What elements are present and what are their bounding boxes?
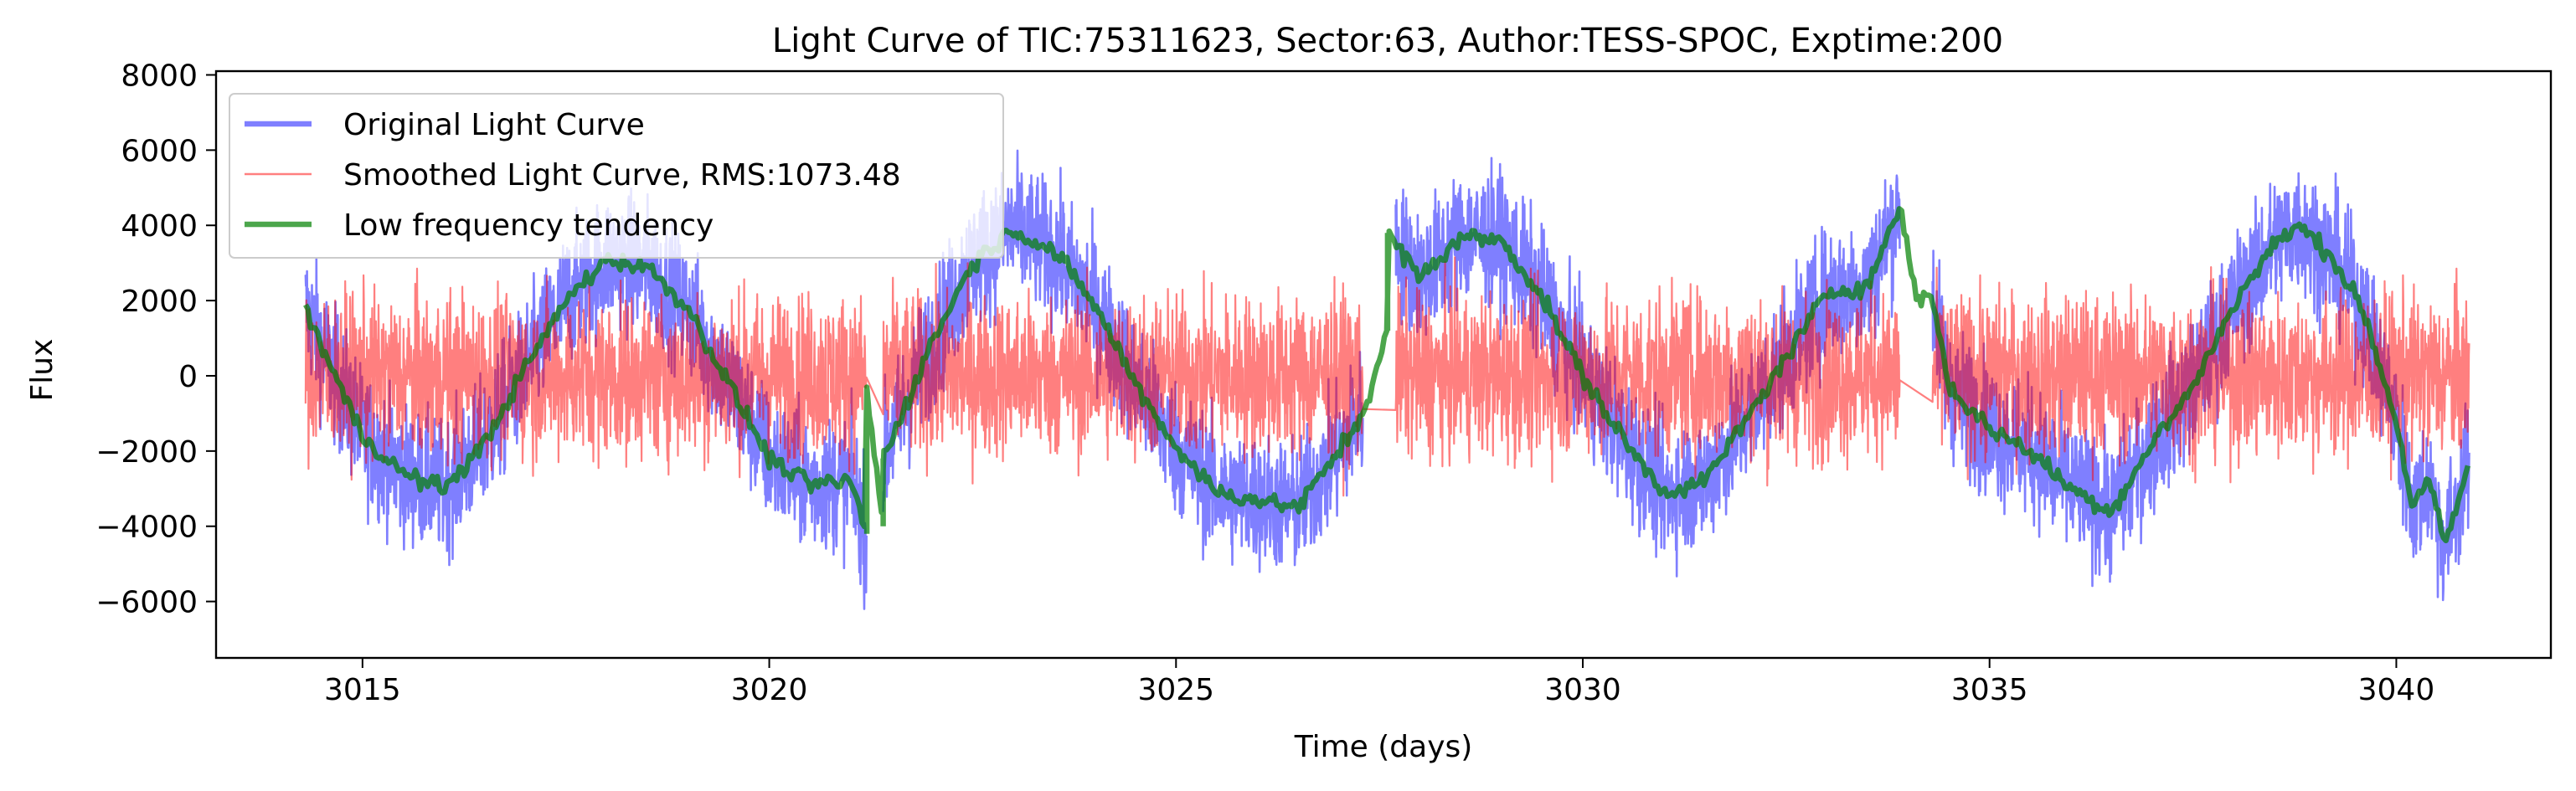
plot-area	[303, 149, 2471, 610]
series-smoothed-light-curve	[304, 256, 2470, 497]
x-tick-label: 3030	[1544, 673, 1621, 707]
x-tick-label: 3015	[324, 673, 401, 707]
series-low-frequency-tendency	[303, 206, 2471, 544]
legend-label: Original Light Curve	[343, 108, 645, 142]
plot-frame	[214, 69, 2553, 660]
y-tick-label: 2000	[121, 285, 198, 319]
legend-label: Low frequency tendency	[343, 208, 714, 243]
y-tick-label: −4000	[95, 511, 198, 545]
legend: Original Light Curve Smoothed Light Curve…	[229, 93, 1004, 259]
y-axis-label: Flux	[25, 339, 59, 402]
x-tick-label: 3020	[731, 673, 808, 707]
y-tick-label: 8000	[121, 59, 198, 93]
x-tick-label: 3040	[2358, 673, 2435, 707]
y-tick-label: 0	[178, 360, 198, 394]
y-tick-label: −6000	[95, 586, 198, 620]
y-tick-label: −2000	[95, 435, 198, 470]
x-axis-label: Time (days)	[1294, 730, 1473, 764]
y-tick-label: 6000	[121, 134, 198, 168]
x-tick-label: 3035	[1951, 673, 2028, 707]
legend-label: Smoothed Light Curve, RMS:1073.48	[343, 158, 901, 193]
legend-box	[229, 93, 1004, 259]
x-axis: 3015 3020 3025 3030 3035 3040	[324, 658, 2434, 707]
chart-title: Light Curve of TIC:75311623, Sector:63, …	[772, 22, 2003, 60]
x-tick-label: 3025	[1137, 673, 1214, 707]
y-tick-label: 4000	[121, 209, 198, 244]
y-axis: −6000 −4000 −2000 0 2000 4000 6000 8000	[95, 59, 216, 620]
